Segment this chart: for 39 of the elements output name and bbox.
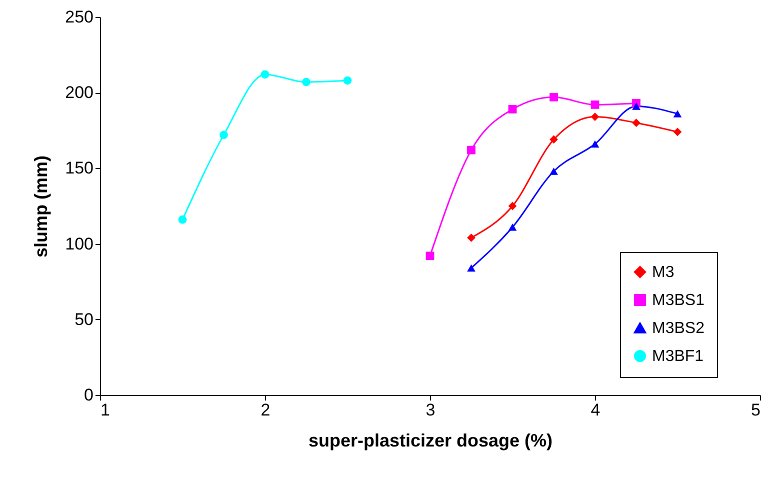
y-axis-title: slump (mm)	[31, 155, 52, 258]
legend-label: M3BF1	[652, 348, 704, 365]
y-tick-label: 150	[65, 158, 94, 178]
y-tick-label: 50	[74, 310, 94, 329]
point	[426, 252, 434, 260]
point	[590, 112, 600, 121]
y-tick-label: 200	[65, 83, 94, 102]
point	[590, 140, 600, 148]
point	[220, 130, 228, 140]
point	[673, 128, 682, 136]
legend-label: M3BS2	[652, 320, 705, 337]
x-axis-title: super-plasticizer dosage (%)	[308, 430, 553, 450]
x-tick-label: 1	[100, 400, 110, 420]
point	[632, 102, 640, 110]
legend-label: M3BS1	[652, 292, 705, 309]
point	[467, 146, 476, 154]
point	[508, 105, 517, 114]
point	[467, 234, 476, 242]
point	[178, 215, 187, 224]
x-tick-label: 4	[590, 400, 600, 420]
point	[260, 70, 270, 79]
point	[673, 110, 682, 118]
y-tick-label: 250	[65, 8, 94, 26]
point	[550, 92, 558, 102]
point	[550, 168, 558, 175]
point	[467, 264, 476, 272]
point	[508, 202, 517, 210]
point	[508, 224, 517, 231]
point	[302, 78, 310, 86]
x-tick-label: 2	[260, 400, 270, 420]
point	[632, 118, 640, 128]
y-tick-label: 0	[84, 386, 94, 404]
legend-label: M3	[652, 264, 674, 281]
point	[550, 135, 558, 144]
point	[343, 76, 352, 85]
y-tick-label: 100	[65, 234, 94, 254]
x-tick-label: 3	[426, 400, 436, 420]
x-tick-label: 5	[751, 400, 760, 420]
point	[590, 100, 600, 109]
